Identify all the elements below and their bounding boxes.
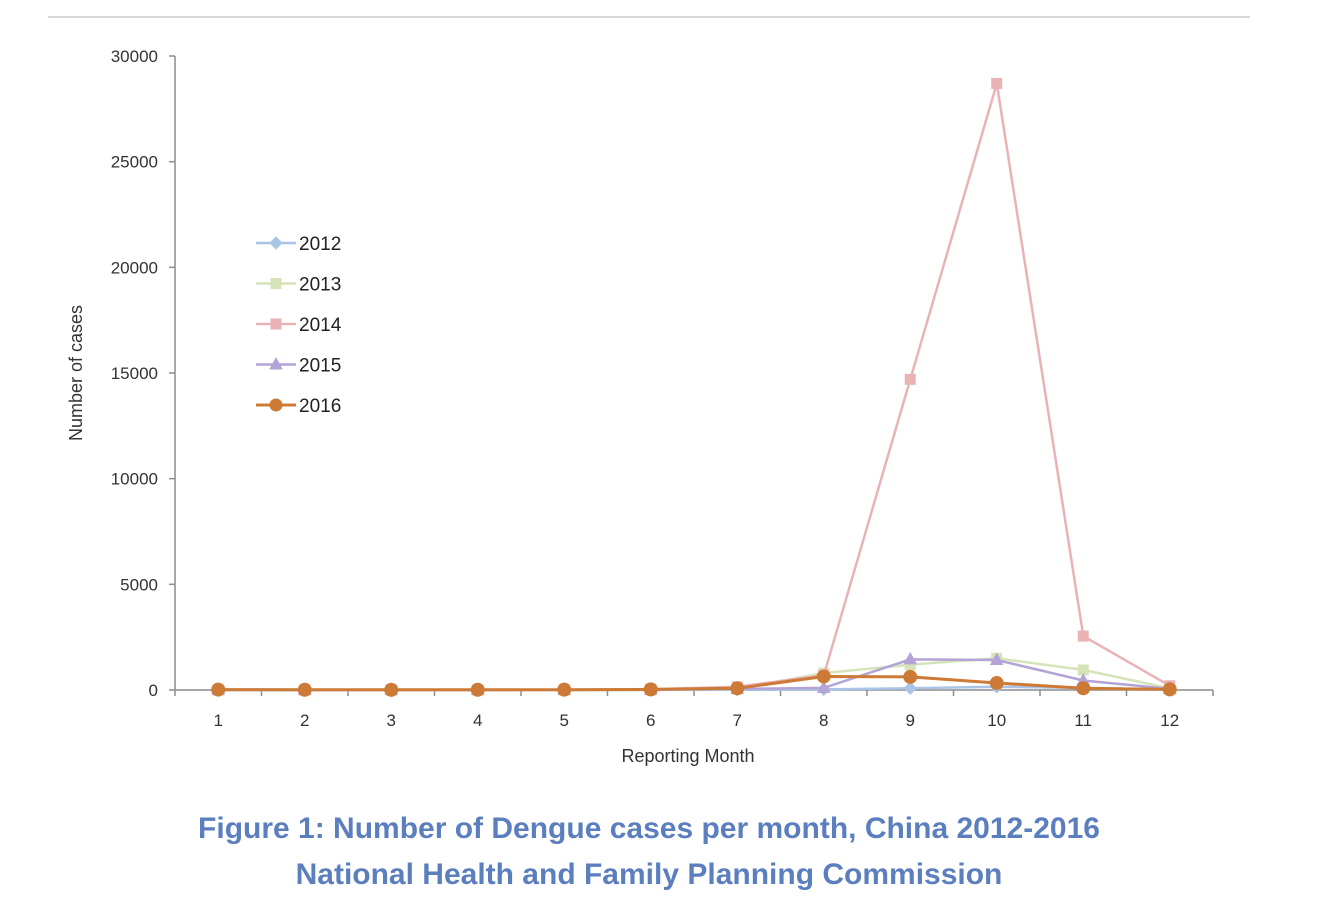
- x-tick-label: 4: [473, 711, 482, 730]
- legend-label: 2012: [299, 234, 341, 255]
- y-axis-ticks: 0 5000 10000 15000 20000 25000 30000: [111, 47, 175, 700]
- series-group: [211, 77, 1177, 697]
- x-tick-label: 1: [214, 711, 223, 730]
- y-tick-label: 20000: [111, 258, 158, 277]
- legend-label: 2016: [299, 396, 341, 417]
- legend-marker: [269, 236, 283, 250]
- legend-marker: [269, 356, 283, 370]
- x-tick-label: 2: [300, 711, 309, 730]
- x-tick-label: 7: [733, 711, 742, 730]
- caption-line-2: National Health and Family Planning Comm…: [295, 858, 1003, 891]
- data-point: [903, 669, 918, 684]
- x-tick-label: 11: [1074, 711, 1092, 730]
- data-point: [816, 680, 831, 693]
- y-tick-label: 10000: [111, 470, 158, 489]
- x-tick-label: 12: [1160, 711, 1179, 730]
- figure-caption: Figure 1: Number of Dengue cases per mon…: [0, 806, 1298, 898]
- legend-label: 2015: [299, 356, 341, 377]
- x-tick-label: 10: [987, 711, 1006, 730]
- series-line: [218, 83, 1171, 692]
- legend-item: 2014: [256, 315, 342, 336]
- top-divider: [48, 16, 1250, 18]
- data-point: [904, 373, 916, 385]
- data-point: [1076, 681, 1091, 696]
- legend-item: 2012: [256, 234, 341, 255]
- y-tick-label: 15000: [111, 364, 158, 383]
- data-point: [297, 682, 312, 697]
- x-tick-label: 3: [387, 711, 396, 730]
- data-point: [730, 681, 745, 696]
- legend-label: 2013: [299, 275, 341, 296]
- data-point: [557, 682, 572, 697]
- x-tick-label: 6: [646, 711, 655, 730]
- legend-item: 2016: [256, 396, 341, 417]
- x-tick-label: 5: [560, 711, 569, 730]
- data-point: [470, 682, 485, 697]
- data-point: [1162, 682, 1177, 697]
- legend-label: 2014: [299, 315, 342, 336]
- caption-line-1: Figure 1: Number of Dengue cases per mon…: [198, 812, 1100, 845]
- data-point: [384, 682, 399, 697]
- data-point: [1077, 630, 1089, 642]
- series-2016: [211, 669, 1177, 697]
- data-point: [903, 651, 918, 665]
- x-axis-ticks: 1 2 3 4 5 6 7 8 9 10 11 12: [174, 690, 1214, 730]
- y-tick-label: 30000: [111, 47, 158, 66]
- legend-marker: [270, 318, 282, 330]
- legend-marker: [270, 278, 282, 289]
- y-tick-label: 5000: [120, 575, 158, 594]
- data-point: [816, 669, 831, 684]
- legend-item: 2013: [256, 275, 341, 296]
- legend-item: 2015: [256, 356, 341, 377]
- x-tick-label: 9: [906, 711, 915, 730]
- data-point: [903, 681, 917, 696]
- data-point: [211, 682, 226, 697]
- legend: 2012 2013 2014 2015 2016: [256, 234, 342, 417]
- data-point: [989, 676, 1004, 691]
- series-2014: [212, 77, 1176, 696]
- y-axis-title: Number of cases: [66, 305, 86, 441]
- data-point: [643, 682, 658, 697]
- y-tick-label: 0: [149, 681, 158, 700]
- x-tick-label: 8: [819, 711, 828, 730]
- series-line: [218, 674, 1170, 692]
- data-point: [991, 77, 1003, 89]
- legend-marker: [269, 398, 283, 412]
- data-point: [989, 652, 1004, 665]
- y-tick-label: 25000: [111, 153, 158, 172]
- x-axis-title: Reporting Month: [621, 746, 754, 766]
